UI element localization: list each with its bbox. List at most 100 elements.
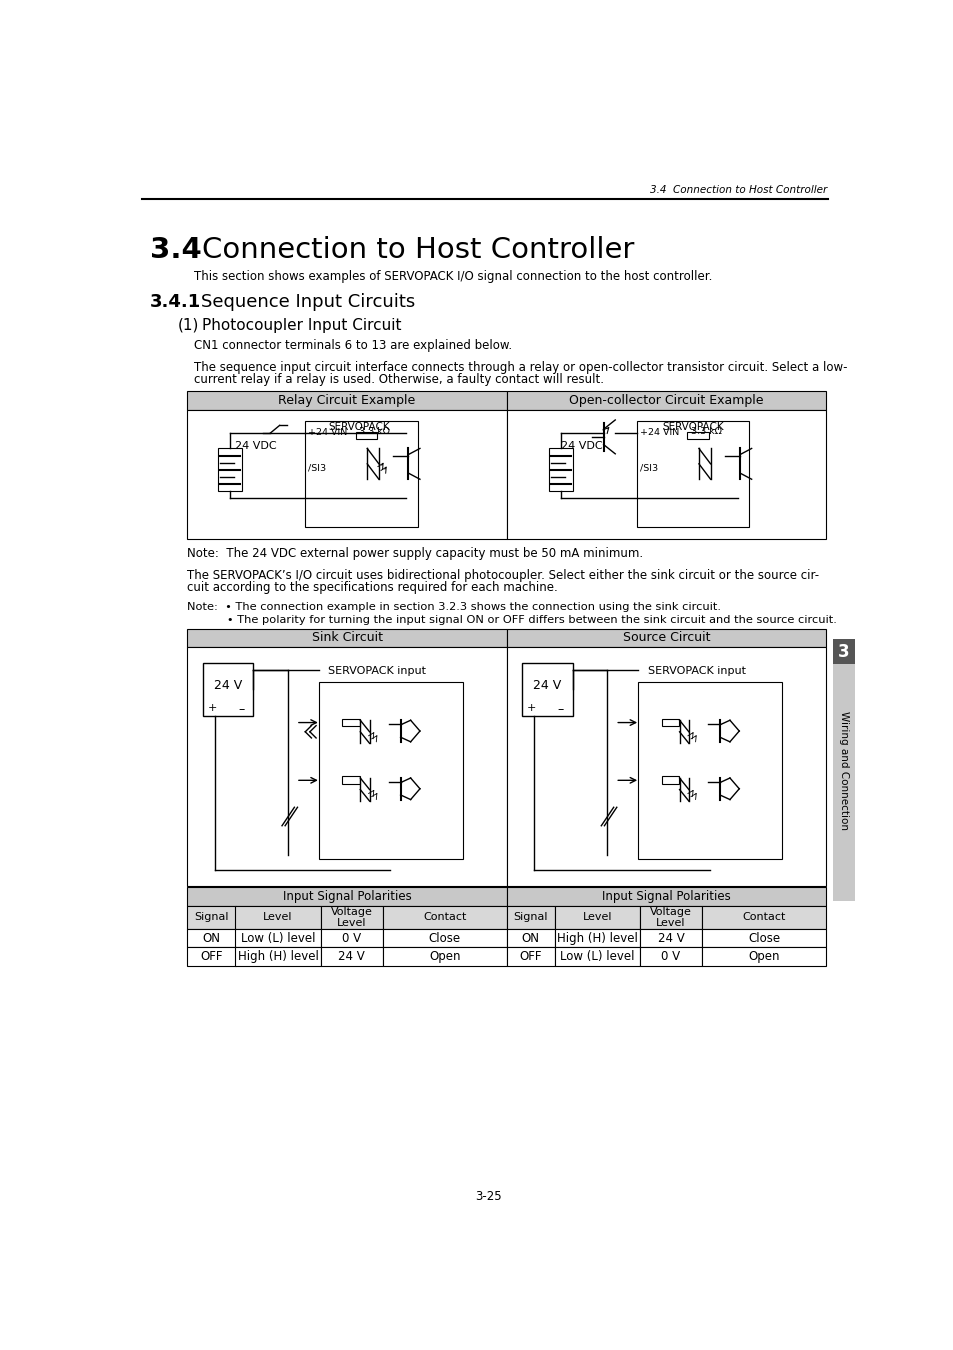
Text: –: –	[238, 702, 245, 716]
Text: The sequence input circuit interface connects through a relay or open-collector : The sequence input circuit interface con…	[193, 360, 846, 374]
Text: Voltage
Level: Voltage Level	[649, 907, 691, 929]
Bar	[506, 948, 555, 965]
Text: Source Circuit: Source Circuit	[622, 632, 709, 644]
Text: Sink Circuit: Sink Circuit	[312, 632, 382, 644]
Bar	[506, 929, 555, 948]
Bar	[506, 906, 555, 929]
Bar	[506, 647, 825, 886]
Bar	[506, 410, 825, 539]
Bar	[506, 392, 825, 410]
Text: SERVOPACK input: SERVOPACK input	[328, 667, 426, 676]
Bar	[342, 718, 359, 726]
Text: Low (L) level: Low (L) level	[559, 950, 634, 963]
Bar	[355, 432, 377, 439]
Bar	[187, 948, 235, 965]
Text: Relay Circuit Example: Relay Circuit Example	[278, 394, 416, 408]
Text: 24 V: 24 V	[213, 679, 242, 693]
Bar	[506, 629, 825, 647]
Bar	[701, 929, 825, 948]
Bar	[320, 948, 382, 965]
Text: Close: Close	[428, 931, 460, 945]
Bar	[639, 948, 701, 965]
Text: current relay if a relay is used. Otherwise, a faulty contact will result.: current relay if a relay is used. Otherw…	[193, 373, 603, 386]
Bar	[701, 948, 825, 965]
Text: High (H) level: High (H) level	[237, 950, 318, 963]
Text: Open-collector Circuit Example: Open-collector Circuit Example	[569, 394, 762, 408]
Bar	[832, 640, 854, 902]
Text: +24 VIN: +24 VIN	[639, 428, 679, 437]
Text: High (H) level: High (H) level	[557, 931, 638, 945]
Text: Level: Level	[263, 913, 293, 922]
Text: 24 V: 24 V	[338, 950, 365, 963]
Bar	[639, 906, 701, 929]
Text: CN1 connector terminals 6 to 13 are explained below.: CN1 connector terminals 6 to 13 are expl…	[193, 339, 511, 352]
Text: cuit according to the specifications required for each machine.: cuit according to the specifications req…	[187, 580, 558, 594]
Text: Sequence Input Circuits: Sequence Input Circuits	[201, 293, 416, 310]
Text: 24 V: 24 V	[533, 679, 560, 693]
Text: +24 VIN: +24 VIN	[308, 428, 347, 437]
Bar	[555, 929, 639, 948]
Bar	[319, 682, 462, 859]
Text: (1): (1)	[177, 317, 198, 332]
Bar	[187, 410, 506, 539]
Bar	[661, 718, 679, 726]
Bar	[305, 421, 417, 526]
Text: Photocoupler Input Circuit: Photocoupler Input Circuit	[202, 317, 401, 332]
Bar	[342, 776, 359, 784]
Text: SERVOPACK: SERVOPACK	[661, 423, 722, 432]
Bar	[382, 929, 506, 948]
Text: Signal: Signal	[513, 913, 547, 922]
Text: OFF: OFF	[519, 950, 541, 963]
Bar	[701, 906, 825, 929]
Bar	[661, 776, 679, 784]
Bar	[320, 906, 382, 929]
Bar	[382, 948, 506, 965]
Text: 3.4  Connection to Host Controller: 3.4 Connection to Host Controller	[649, 185, 826, 194]
Text: 24 V: 24 V	[657, 931, 683, 945]
Text: 3.4.1: 3.4.1	[150, 293, 201, 310]
Text: The SERVOPACK’s I/O circuit uses bidirectional photocoupler. Select either the s: The SERVOPACK’s I/O circuit uses bidirec…	[187, 568, 819, 582]
Text: 0 V: 0 V	[342, 931, 361, 945]
Bar	[638, 682, 781, 859]
Bar	[187, 929, 235, 948]
Text: Note:  • The connection example in section 3.2.3 shows the connection using the : Note: • The connection example in sectio…	[187, 602, 720, 613]
Text: This section shows examples of SERVOPACK I/O signal connection to the host contr: This section shows examples of SERVOPACK…	[193, 270, 711, 282]
Text: SERVOPACK input: SERVOPACK input	[647, 667, 745, 676]
Text: 3.3 kΩ: 3.3 kΩ	[359, 427, 390, 436]
Text: 3: 3	[837, 643, 849, 660]
Bar	[187, 629, 506, 647]
Bar	[187, 647, 506, 886]
Bar	[521, 663, 572, 717]
Text: Connection to Host Controller: Connection to Host Controller	[202, 236, 634, 263]
Bar	[187, 906, 235, 929]
Text: +: +	[526, 702, 536, 713]
Text: Level: Level	[582, 913, 612, 922]
Text: Open: Open	[747, 950, 779, 963]
Text: 0 V: 0 V	[660, 950, 679, 963]
Text: Signal: Signal	[194, 913, 229, 922]
Text: /SI3: /SI3	[639, 463, 658, 472]
Text: /SI3: /SI3	[308, 463, 326, 472]
Bar	[382, 906, 506, 929]
Bar	[637, 421, 748, 526]
Bar	[686, 432, 708, 439]
Text: SERVOPACK: SERVOPACK	[329, 423, 390, 432]
Text: 24 VDC: 24 VDC	[235, 440, 276, 451]
Text: ON: ON	[521, 931, 539, 945]
Text: Contact: Contact	[422, 913, 466, 922]
Bar	[639, 929, 701, 948]
Text: OFF: OFF	[200, 950, 222, 963]
Bar	[218, 448, 241, 491]
Text: 3.3 kΩ: 3.3 kΩ	[691, 427, 721, 436]
Bar	[549, 448, 572, 491]
Bar	[235, 929, 320, 948]
Bar	[832, 640, 854, 664]
Text: Low (L) level: Low (L) level	[240, 931, 315, 945]
Bar	[187, 392, 506, 410]
Text: Close: Close	[747, 931, 780, 945]
Text: • The polarity for turning the input signal ON or OFF differs between the sink c: • The polarity for turning the input sig…	[187, 614, 837, 625]
Bar	[320, 929, 382, 948]
Bar	[235, 948, 320, 965]
Text: Input Signal Polarities: Input Signal Polarities	[282, 890, 411, 903]
Text: Note:  The 24 VDC external power supply capacity must be 50 mA minimum.: Note: The 24 VDC external power supply c…	[187, 547, 643, 560]
